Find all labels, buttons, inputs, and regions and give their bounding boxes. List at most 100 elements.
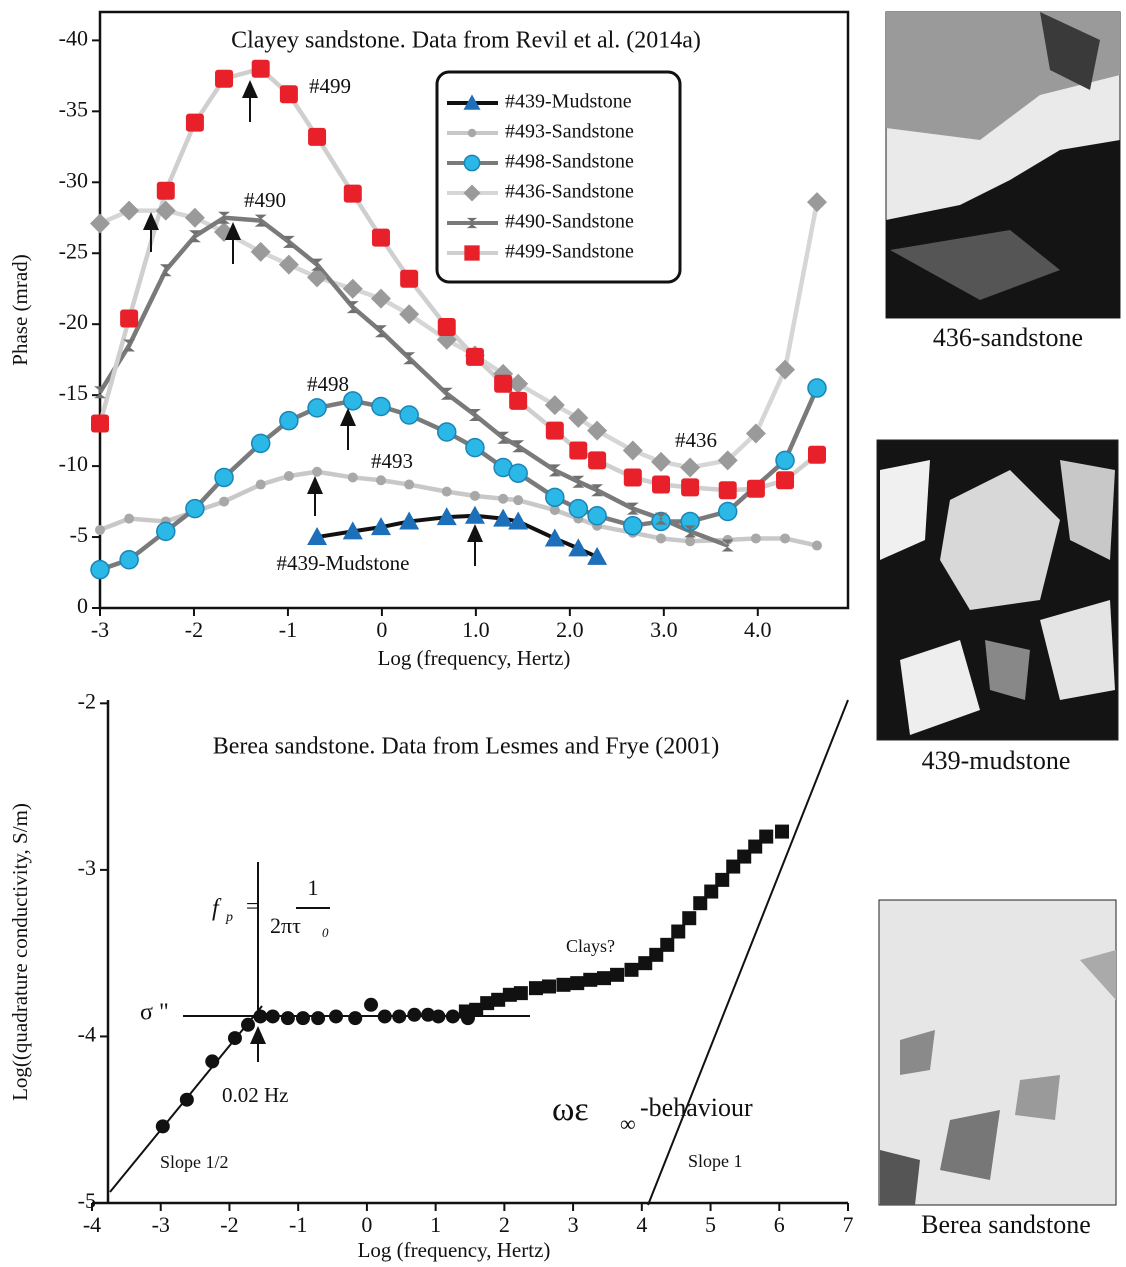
marker <box>807 445 826 464</box>
annotation: #499 <box>309 74 351 98</box>
marker <box>463 154 481 172</box>
marker <box>682 911 697 926</box>
annotation: #498 <box>307 372 349 396</box>
marker <box>572 475 585 488</box>
formula: 2πτ <box>270 913 301 938</box>
marker <box>528 981 543 996</box>
marker <box>311 258 324 271</box>
marker <box>494 374 513 393</box>
marker <box>215 69 234 88</box>
marker <box>437 318 456 337</box>
photo <box>876 439 1119 741</box>
marker <box>251 59 270 78</box>
x-tick-label: -2 <box>220 1212 238 1237</box>
marker <box>759 829 774 844</box>
x-tick-label: -1 <box>279 617 297 642</box>
marker <box>717 501 738 522</box>
annotation: Slope 1 <box>688 1151 743 1171</box>
annotation: #436 <box>675 428 717 452</box>
marker <box>464 245 480 261</box>
annotation: Slope 1/2 <box>160 1152 229 1172</box>
marker <box>469 490 480 501</box>
series-line <box>98 215 729 548</box>
marker <box>568 498 589 519</box>
marker <box>431 1009 446 1024</box>
marker <box>399 511 420 530</box>
marker <box>655 512 667 525</box>
marker <box>91 414 109 433</box>
x-tick-label: -3 <box>152 1212 170 1237</box>
y-tick-label: -5 <box>70 522 88 547</box>
arrows <box>143 80 483 566</box>
marker <box>464 505 485 524</box>
marker <box>718 481 737 500</box>
marker <box>624 962 639 977</box>
marker <box>185 113 204 132</box>
marker <box>404 479 415 490</box>
marker <box>346 301 359 314</box>
marker <box>90 213 110 234</box>
marker <box>342 521 363 540</box>
marker <box>623 468 642 487</box>
marker <box>371 228 390 247</box>
x-tick-label: 3.0 <box>650 617 678 642</box>
marker <box>205 1054 220 1069</box>
marker <box>370 517 391 536</box>
marker <box>250 433 271 454</box>
marker <box>375 475 386 486</box>
legend-label: #499-Sandstone <box>505 241 634 263</box>
formula: 0 <box>322 925 329 940</box>
marker <box>371 396 391 417</box>
x-axis-label: Log (frequency, Hertz) <box>378 646 571 670</box>
marker <box>307 398 327 418</box>
marker <box>253 1009 268 1024</box>
marker <box>556 977 571 992</box>
x-tick-label: 6 <box>774 1212 785 1237</box>
marker <box>498 493 509 504</box>
annotation: Clays? <box>566 936 615 956</box>
marker <box>775 824 790 839</box>
legend-box <box>435 70 682 284</box>
marker <box>311 1011 326 1026</box>
image-caption: 439-mudstone <box>922 746 1071 775</box>
y-tick-label: 0 <box>77 593 88 618</box>
marker <box>693 896 708 911</box>
marker <box>656 533 666 544</box>
marker <box>214 467 234 488</box>
marker <box>124 513 135 524</box>
marker <box>776 471 795 490</box>
x-tick-label: 2.0 <box>556 617 584 642</box>
marker <box>119 200 140 221</box>
marker <box>374 325 387 338</box>
marker <box>623 515 643 536</box>
annotation: σ " <box>140 1000 169 1026</box>
marker <box>704 884 719 899</box>
marker <box>265 1009 280 1024</box>
marker <box>626 502 639 515</box>
marker <box>685 536 696 547</box>
marker <box>750 533 761 544</box>
marker <box>746 479 765 498</box>
image-caption: 436-sandstone <box>933 323 1083 352</box>
marker <box>328 1009 343 1024</box>
y-tick-label: -5 <box>78 1188 96 1213</box>
marker <box>660 937 675 952</box>
behaviour-label: ωε <box>552 1091 589 1128</box>
marker <box>185 498 205 519</box>
marker <box>184 207 205 228</box>
x-tick-label: -1 <box>289 1212 307 1237</box>
y-tick-label: -25 <box>59 238 88 263</box>
marker <box>342 278 363 299</box>
marker <box>400 269 419 288</box>
marker <box>279 410 299 431</box>
marker <box>545 487 565 508</box>
marker <box>377 1009 392 1024</box>
x-tick-label: 4 <box>636 1212 647 1237</box>
x-tick-label: -2 <box>185 617 203 642</box>
marker <box>469 1002 484 1017</box>
marker <box>155 200 176 221</box>
legend-label: #498-Sandstone <box>505 151 634 173</box>
legend-label: #490-Sandstone <box>505 211 634 233</box>
marker <box>348 1011 363 1026</box>
